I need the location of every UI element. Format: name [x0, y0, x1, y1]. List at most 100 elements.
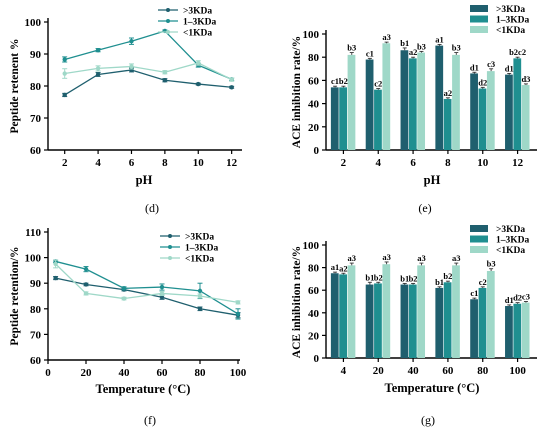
bar — [408, 58, 417, 150]
legend-label: <1KDa — [496, 246, 525, 256]
x-tick-label: 100 — [509, 365, 526, 377]
bar — [513, 303, 522, 358]
data-point — [159, 295, 165, 300]
y-tick-label: 20 — [308, 330, 320, 342]
panel-label: (g) — [421, 413, 435, 427]
legend-swatch-box — [470, 246, 488, 253]
y-tick-label: 60 — [308, 285, 320, 297]
bar — [470, 299, 478, 358]
data-point — [162, 78, 168, 83]
y-tick-label: 0 — [314, 353, 320, 365]
significance-label: a2 — [444, 88, 453, 98]
significance-label: c3 — [522, 292, 530, 302]
x-axis-title: Temperature (°C) — [96, 382, 191, 396]
x-tick-label: 4 — [341, 365, 347, 377]
bar — [408, 284, 417, 358]
legend-swatch-box — [470, 15, 488, 23]
significance-label: c1 — [331, 76, 339, 86]
data-point — [235, 311, 241, 317]
significance-label: c3 — [487, 59, 495, 69]
y-tick-label: 60 — [30, 355, 42, 367]
legend-label: 1–3KDa — [185, 244, 219, 254]
significance-label: a2 — [409, 47, 418, 57]
y-tick-label: 100 — [25, 17, 42, 29]
series-line-2 — [64, 62, 232, 81]
significance-label: b3 — [487, 259, 496, 269]
y-tick-label: 80 — [30, 81, 42, 93]
x-tick-label: 100 — [230, 367, 247, 379]
bar — [452, 265, 460, 358]
data-point — [62, 71, 67, 76]
data-point — [197, 306, 203, 311]
legend-swatch-box — [470, 235, 488, 243]
bar — [374, 283, 382, 358]
x-tick-label: 40 — [408, 365, 420, 377]
bar — [400, 50, 409, 150]
x-axis-title: pH — [424, 173, 441, 187]
data-point — [197, 288, 203, 294]
legend-label: <1KDa — [183, 29, 212, 39]
bar — [339, 87, 347, 150]
data-point — [159, 291, 165, 296]
data-point — [53, 261, 58, 267]
bar — [347, 265, 356, 358]
x-tick-label: 0 — [45, 367, 51, 379]
data-point — [229, 85, 234, 90]
significance-label: b3 — [417, 41, 426, 51]
significance-label: b2 — [409, 273, 418, 283]
legend-label: >3KDa — [496, 225, 525, 235]
bar — [521, 302, 530, 358]
significance-label: b3 — [347, 43, 356, 53]
y-axis-title: Peptide retention/% — [9, 246, 21, 345]
data-point — [53, 275, 58, 281]
data-point — [235, 300, 241, 305]
bar — [417, 52, 426, 151]
significance-label: c1 — [366, 48, 374, 58]
data-point — [196, 60, 201, 66]
x-tick-label: 2 — [341, 157, 347, 169]
bar — [382, 264, 391, 358]
bar — [435, 287, 444, 358]
bar — [470, 73, 478, 150]
y-tick-label: 40 — [308, 308, 320, 320]
x-tick-label: 6 — [129, 157, 135, 169]
x-tick-label: 40 — [119, 367, 131, 379]
x-axis-title: Temperature (°C) — [385, 381, 480, 395]
significance-label: c2 — [374, 79, 382, 89]
x-tick-label: 8 — [445, 157, 451, 169]
significance-label: a3 — [382, 252, 391, 262]
data-point — [83, 266, 89, 272]
significance-label: b2c2 — [509, 47, 526, 57]
y-tick-label: 100 — [25, 253, 42, 265]
bar — [478, 88, 487, 150]
bar — [417, 265, 426, 358]
x-tick-label: 10 — [477, 157, 489, 169]
x-tick-label: 6 — [410, 157, 416, 169]
x-tick-label: 8 — [162, 157, 168, 169]
significance-label: b1 — [400, 273, 409, 283]
data-point — [121, 296, 127, 301]
legend-label: >3KDa — [185, 233, 214, 243]
y-tick-label: 40 — [308, 99, 320, 111]
data-point — [62, 57, 67, 62]
bar — [486, 270, 495, 358]
data-point — [196, 81, 201, 87]
y-tick-label: 110 — [25, 227, 41, 239]
bar — [521, 85, 530, 150]
data-point — [162, 70, 168, 75]
bar — [330, 87, 339, 150]
y-tick-label: 60 — [308, 75, 320, 87]
significance-label: a1 — [331, 262, 340, 272]
x-tick-label: 80 — [477, 365, 489, 377]
bar — [443, 282, 452, 358]
data-point — [129, 64, 134, 69]
significance-label: b2 — [443, 271, 452, 281]
significance-label: b3 — [452, 43, 461, 53]
significance-label: b1 — [435, 277, 444, 287]
y-tick-label: 70 — [30, 113, 42, 125]
x-tick-label: 4 — [95, 157, 101, 169]
y-tick-label: 100 — [303, 29, 320, 41]
x-tick-label: 12 — [512, 157, 524, 169]
y-tick-label: 100 — [303, 240, 320, 252]
